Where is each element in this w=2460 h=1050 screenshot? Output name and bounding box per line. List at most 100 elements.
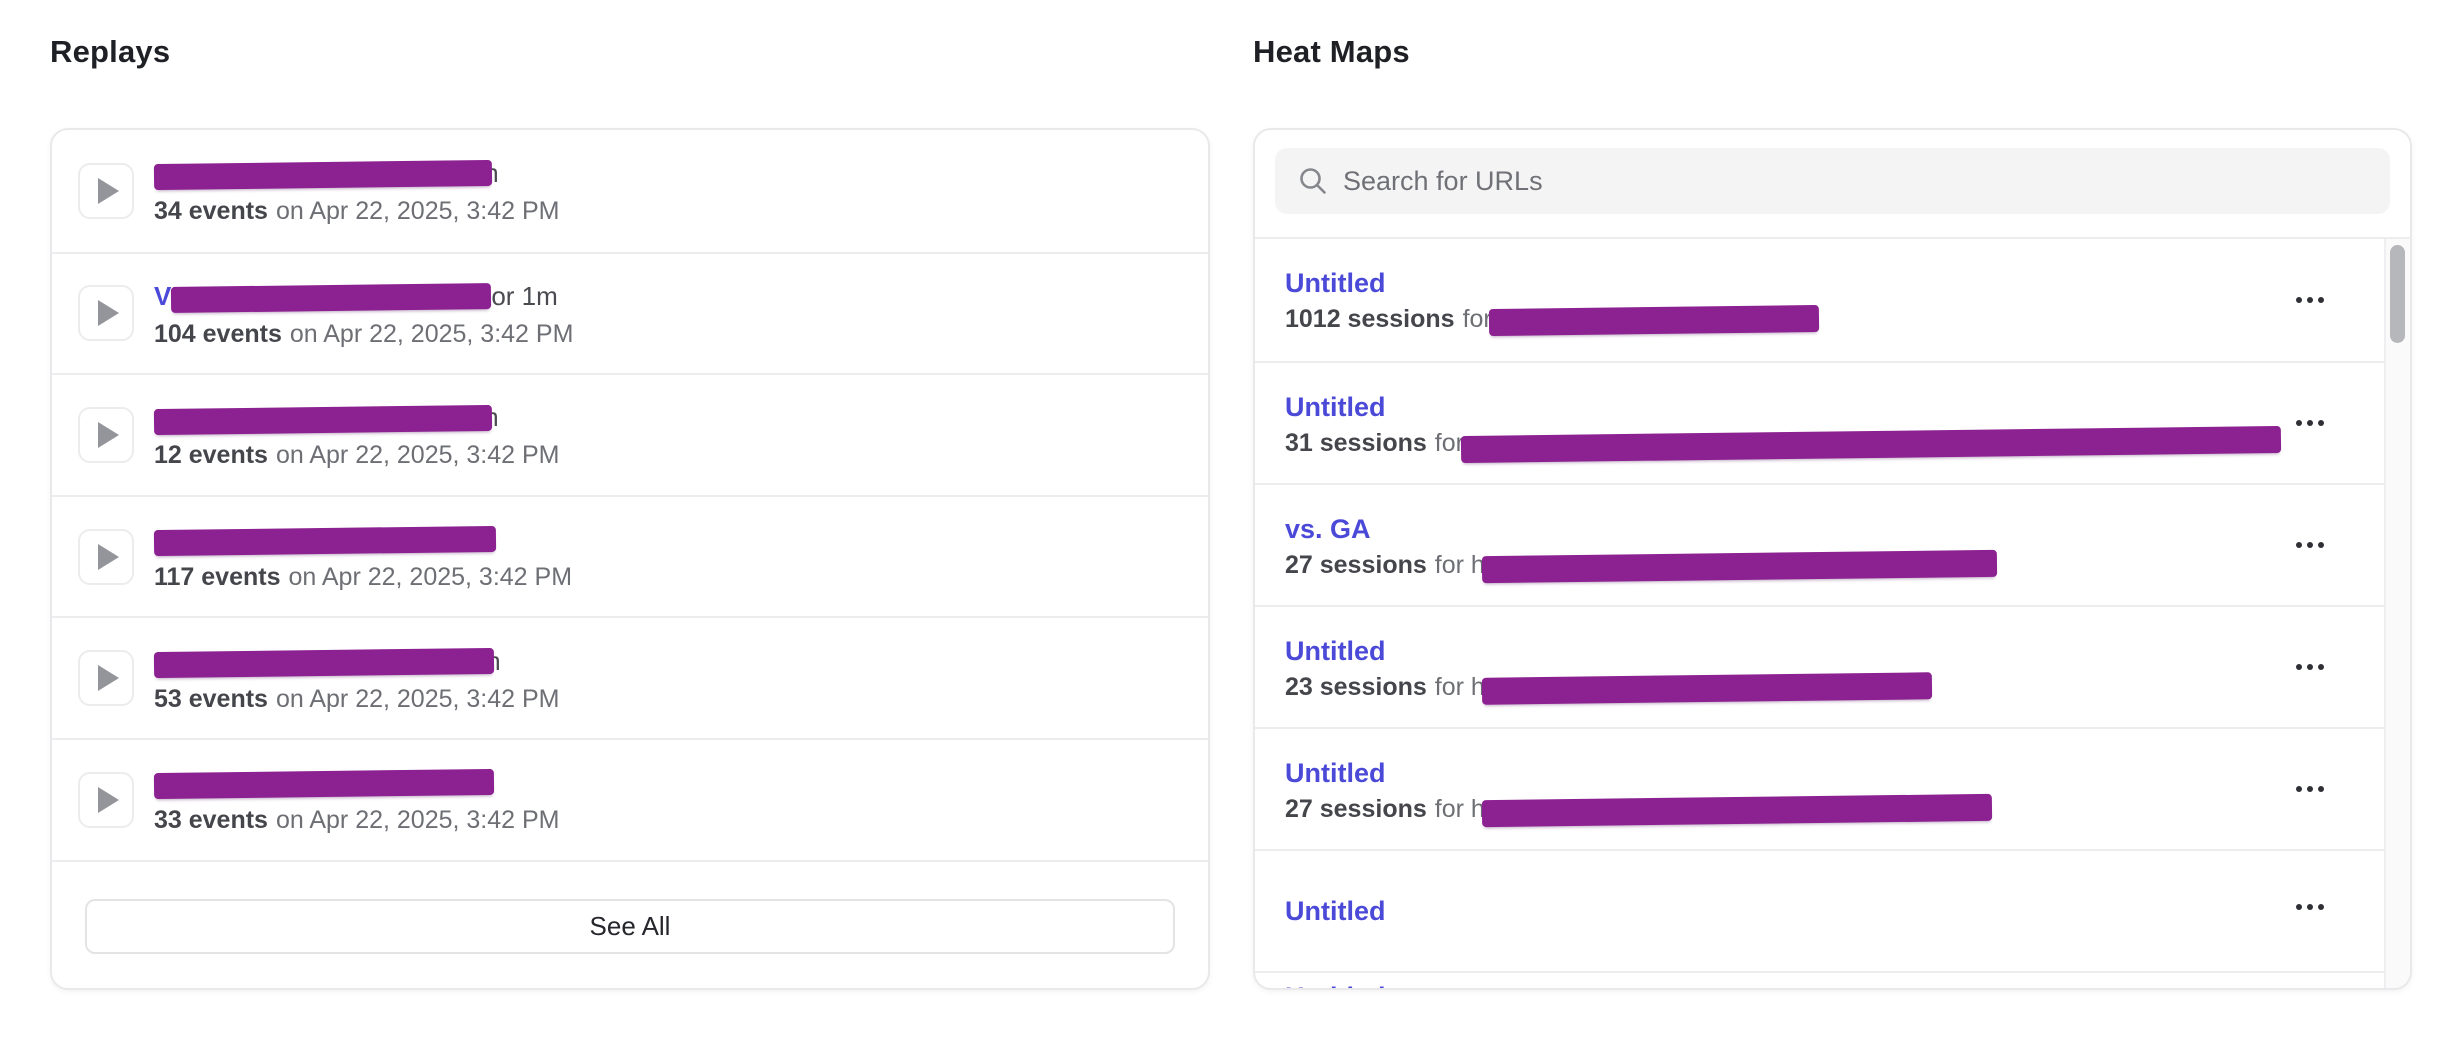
scrollbar-track[interactable] — [2384, 239, 2410, 988]
replay-row-text: 33 events on Apr 22, 2025, 3:42 PM — [153, 764, 560, 835]
replay-title — [153, 523, 572, 557]
sessions-count: 27 sessions — [1285, 795, 1427, 823]
heatmap-link[interactable]: Untitled — [1285, 636, 1386, 666]
sessions-for-label: for h — [1434, 795, 1485, 823]
heatmaps-title: Heat Maps — [1253, 34, 1410, 69]
replay-events-count: 117 events — [154, 563, 281, 592]
heatmap-link[interactable]: Untitled — [1285, 758, 1386, 788]
redaction-bar — [1488, 304, 1819, 336]
sessions-count: 23 sessions — [1285, 673, 1427, 701]
redaction-bar — [1481, 672, 1932, 705]
heatmaps-list: Untitled 1012 sessions for Untitled 31 se… — [1255, 239, 2410, 988]
scrollbar-thumb[interactable] — [2390, 245, 2405, 343]
replay-meta: 104 events on Apr 22, 2025, 3:42 PM — [154, 319, 573, 349]
heatmap-row[interactable]: vs. GA 27 sessions for h — [1255, 483, 2410, 605]
redaction-bar — [1481, 793, 1992, 828]
sessions-count: 27 sessions — [1285, 551, 1427, 579]
dot — [2296, 786, 2302, 792]
replay-events-count: 12 events — [154, 441, 268, 470]
dot — [2318, 542, 2324, 548]
replay-title: m — [153, 645, 560, 678]
dot — [2318, 904, 2324, 910]
row-menu-button[interactable] — [2290, 658, 2330, 676]
dot — [2307, 420, 2313, 426]
replay-row[interactable]: 33 events on Apr 22, 2025, 3:42 PM — [52, 737, 1208, 860]
play-button[interactable] — [78, 650, 134, 707]
heatmap-link[interactable]: Untitled — [1285, 981, 1386, 988]
dot — [2296, 542, 2302, 548]
heatmap-sessions: 27 sessions for h — [1285, 549, 2290, 584]
heatmap-link[interactable]: Untitled — [1285, 268, 1386, 298]
heatmap-link[interactable]: Untitled — [1285, 896, 1386, 926]
redaction-bar — [153, 769, 495, 800]
row-menu-button[interactable] — [2290, 414, 2330, 432]
heatmap-row[interactable]: Untitled 1012 sessions for — [1255, 239, 2410, 361]
play-button[interactable] — [78, 771, 134, 828]
heatmap-row[interactable]: Untitled 23 sessions for h — [1255, 605, 2410, 727]
play-button[interactable] — [78, 528, 134, 585]
replay-row[interactable]: 117 events on Apr 22, 2025, 3:42 PM — [52, 494, 1208, 617]
replay-title: m — [153, 157, 560, 191]
heatmap-row-clipped[interactable]: Untitled — [1255, 971, 2410, 988]
replay-meta: 53 events on Apr 22, 2025, 3:42 PM — [154, 684, 560, 714]
dot — [2296, 297, 2302, 303]
redaction-bar — [153, 647, 495, 678]
sessions-for-label: for — [1462, 305, 1492, 333]
search-box[interactable] — [1275, 148, 2390, 214]
heatmaps-search-header — [1255, 130, 2410, 239]
dot — [2307, 297, 2313, 303]
heatmap-link[interactable]: Untitled — [1285, 392, 1386, 422]
replay-date: on Apr 22, 2025, 3:42 PM — [275, 684, 560, 713]
sessions-count: 1012 sessions — [1285, 305, 1455, 333]
see-all-button[interactable]: See All — [85, 898, 1175, 954]
dot — [2307, 542, 2313, 548]
redaction-bar — [153, 526, 497, 557]
redaction-bar — [1460, 425, 2282, 463]
heatmap-sessions: 31 sessions for — [1285, 425, 2290, 463]
heatmap-row[interactable]: Untitled — [1255, 849, 2410, 971]
dot — [2318, 664, 2324, 670]
heatmap-row[interactable]: Untitled 27 sessions for h — [1255, 727, 2410, 849]
dot — [2296, 664, 2302, 670]
replay-events-count: 53 events — [154, 684, 268, 713]
dot — [2307, 664, 2313, 670]
row-menu-button[interactable] — [2290, 780, 2330, 798]
replay-meta: 33 events on Apr 22, 2025, 3:42 PM — [154, 805, 560, 835]
row-menu-button[interactable] — [2290, 536, 2330, 554]
search-input[interactable] — [1343, 148, 2390, 214]
replay-meta: 117 events on Apr 22, 2025, 3:42 PM — [154, 562, 572, 592]
row-menu-button[interactable] — [2290, 898, 2330, 916]
dot — [2318, 420, 2324, 426]
replay-title-prefix: V — [154, 280, 172, 311]
heatmap-link[interactable]: vs. GA — [1285, 514, 1371, 544]
replays-title: Replays — [50, 34, 171, 69]
redaction-bar — [171, 283, 492, 313]
dot — [2296, 904, 2302, 910]
replay-date: on Apr 22, 2025, 3:42 PM — [288, 563, 573, 592]
replay-date: on Apr 22, 2025, 3:42 PM — [275, 197, 560, 226]
play-button[interactable] — [78, 406, 134, 463]
play-button[interactable] — [78, 285, 134, 342]
replay-events-count: 104 events — [154, 319, 282, 348]
replay-events-count: 34 events — [154, 197, 268, 226]
sessions-for-label: for h — [1434, 551, 1485, 579]
play-icon — [98, 300, 119, 327]
dot — [2307, 904, 2313, 910]
heatmap-row[interactable]: Untitled 31 sessions for — [1255, 361, 2410, 483]
play-button[interactable] — [78, 162, 134, 219]
row-menu-button[interactable] — [2290, 291, 2330, 309]
dot — [2318, 297, 2324, 303]
redaction-bar — [153, 160, 493, 191]
